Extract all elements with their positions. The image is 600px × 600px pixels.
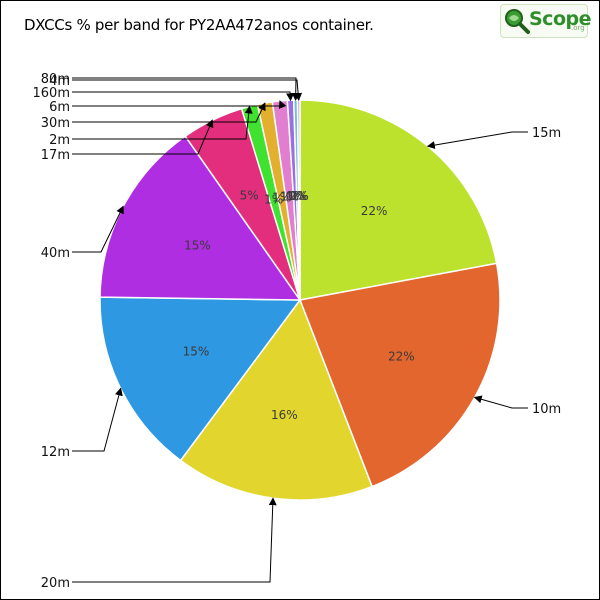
slice-pct-label: 1%: [264, 192, 283, 206]
slice-pct-label: 22%: [361, 204, 388, 218]
band-label-20m: 20m: [41, 576, 70, 591]
band-label-40m: 40m: [41, 246, 70, 261]
band-label-12m: 12m: [41, 445, 70, 460]
leader-line-4m: [72, 79, 303, 101]
logo-tld: .org: [571, 24, 585, 32]
band-label-30m: 30m: [41, 116, 70, 131]
leader-line-6m: [72, 100, 287, 110]
slice-pct-label: 15%: [183, 344, 210, 358]
band-label-2m: 2m: [49, 133, 70, 148]
slice-pct-label: 1%: [272, 191, 291, 205]
slice-pct-label: 0%: [288, 189, 307, 203]
chart-title: DXCCs % per band for PY2AA472anos contai…: [24, 16, 374, 34]
leader-line-160m: [72, 91, 295, 102]
qscope-logo[interactable]: Scope .org: [500, 4, 592, 38]
slice-pct-label: 0%: [290, 189, 309, 203]
leader-line-20m: [72, 497, 277, 583]
slice-pct-label: 0%: [286, 189, 305, 203]
leader-line-30m: [72, 102, 266, 123]
leader-line-80m: [72, 77, 300, 101]
band-label-4m: 4m: [49, 74, 70, 89]
leader-line-10m: [473, 395, 528, 409]
leader-line-15m: [426, 131, 528, 149]
slice-pct-label: 5%: [240, 189, 259, 203]
band-label-17m: 17m: [41, 148, 70, 163]
band-label-10m: 10m: [532, 402, 561, 417]
band-label-160m: 160m: [33, 86, 70, 101]
leader-line-2m: [72, 105, 253, 140]
slice-pct-label: 1%: [280, 190, 299, 204]
slice-pct-label: 22%: [388, 350, 415, 364]
band-label-15m: 15m: [532, 126, 561, 141]
slice-pct-label: 16%: [271, 408, 298, 422]
logo-wordmark: Scope: [529, 8, 592, 30]
band-label-80m: 80m: [41, 72, 70, 87]
magnifier-icon: [505, 9, 530, 34]
leader-line-12m: [72, 387, 123, 452]
slice-pct-label: 15%: [184, 239, 211, 253]
band-label-6m: 6m: [49, 100, 70, 115]
leader-line-40m: [72, 205, 124, 253]
leader-line-17m: [72, 119, 214, 155]
